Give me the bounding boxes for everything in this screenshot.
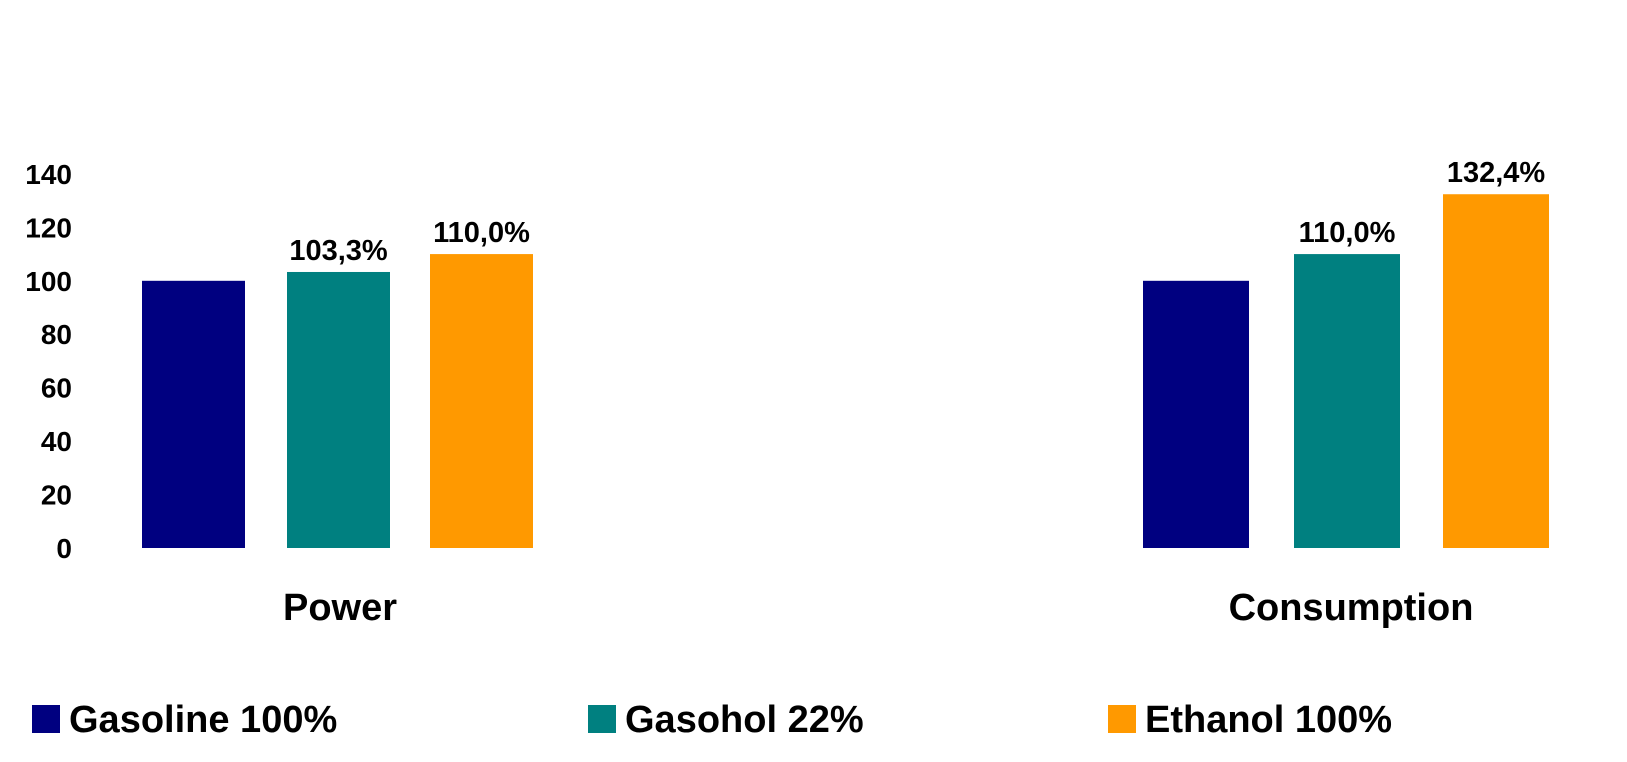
legend-label: Gasoline 100%: [69, 699, 337, 741]
category-labels: Power Consumption: [283, 587, 1473, 629]
legend-swatch: [588, 705, 616, 733]
bars: [142, 194, 1549, 548]
category-label: Consumption: [1229, 587, 1474, 629]
bar-consumption-3: [1443, 194, 1549, 548]
category-label: Power: [283, 587, 397, 629]
legend-label: Gasohol 22%: [625, 699, 864, 741]
bar-power-3: [430, 254, 533, 548]
y-tick-label: 120: [25, 212, 72, 243]
data-label: 110,0%: [433, 217, 530, 249]
bar-power-1: [142, 280, 245, 548]
y-tick-label: 0: [56, 533, 72, 564]
legend-label: Ethanol 100%: [1145, 699, 1392, 741]
y-tick-label: 80: [41, 319, 72, 350]
data-label: 132,4%: [1447, 157, 1546, 189]
y-tick-label: 60: [41, 373, 72, 404]
y-tick-label: 20: [41, 480, 72, 511]
legend-swatch: [1108, 705, 1136, 733]
bar-power-2: [287, 271, 390, 548]
data-labels: 103,3% 110,0% 110,0% 132,4%: [289, 157, 1545, 267]
y-tick-label: 140: [25, 159, 72, 190]
y-tick-label: 40: [41, 426, 72, 457]
legend-swatch: [32, 705, 60, 733]
data-label: 103,3%: [289, 235, 388, 267]
y-tick-label: 100: [25, 266, 72, 297]
legend: Gasoline 100% Gasohol 22% Ethanol 100%: [32, 699, 1392, 741]
bar-consumption-1: [1143, 280, 1249, 548]
bar-consumption-2: [1294, 254, 1400, 548]
data-label: 110,0%: [1299, 217, 1396, 249]
y-axis: 0 20 40 60 80 100 120 140: [25, 159, 72, 564]
